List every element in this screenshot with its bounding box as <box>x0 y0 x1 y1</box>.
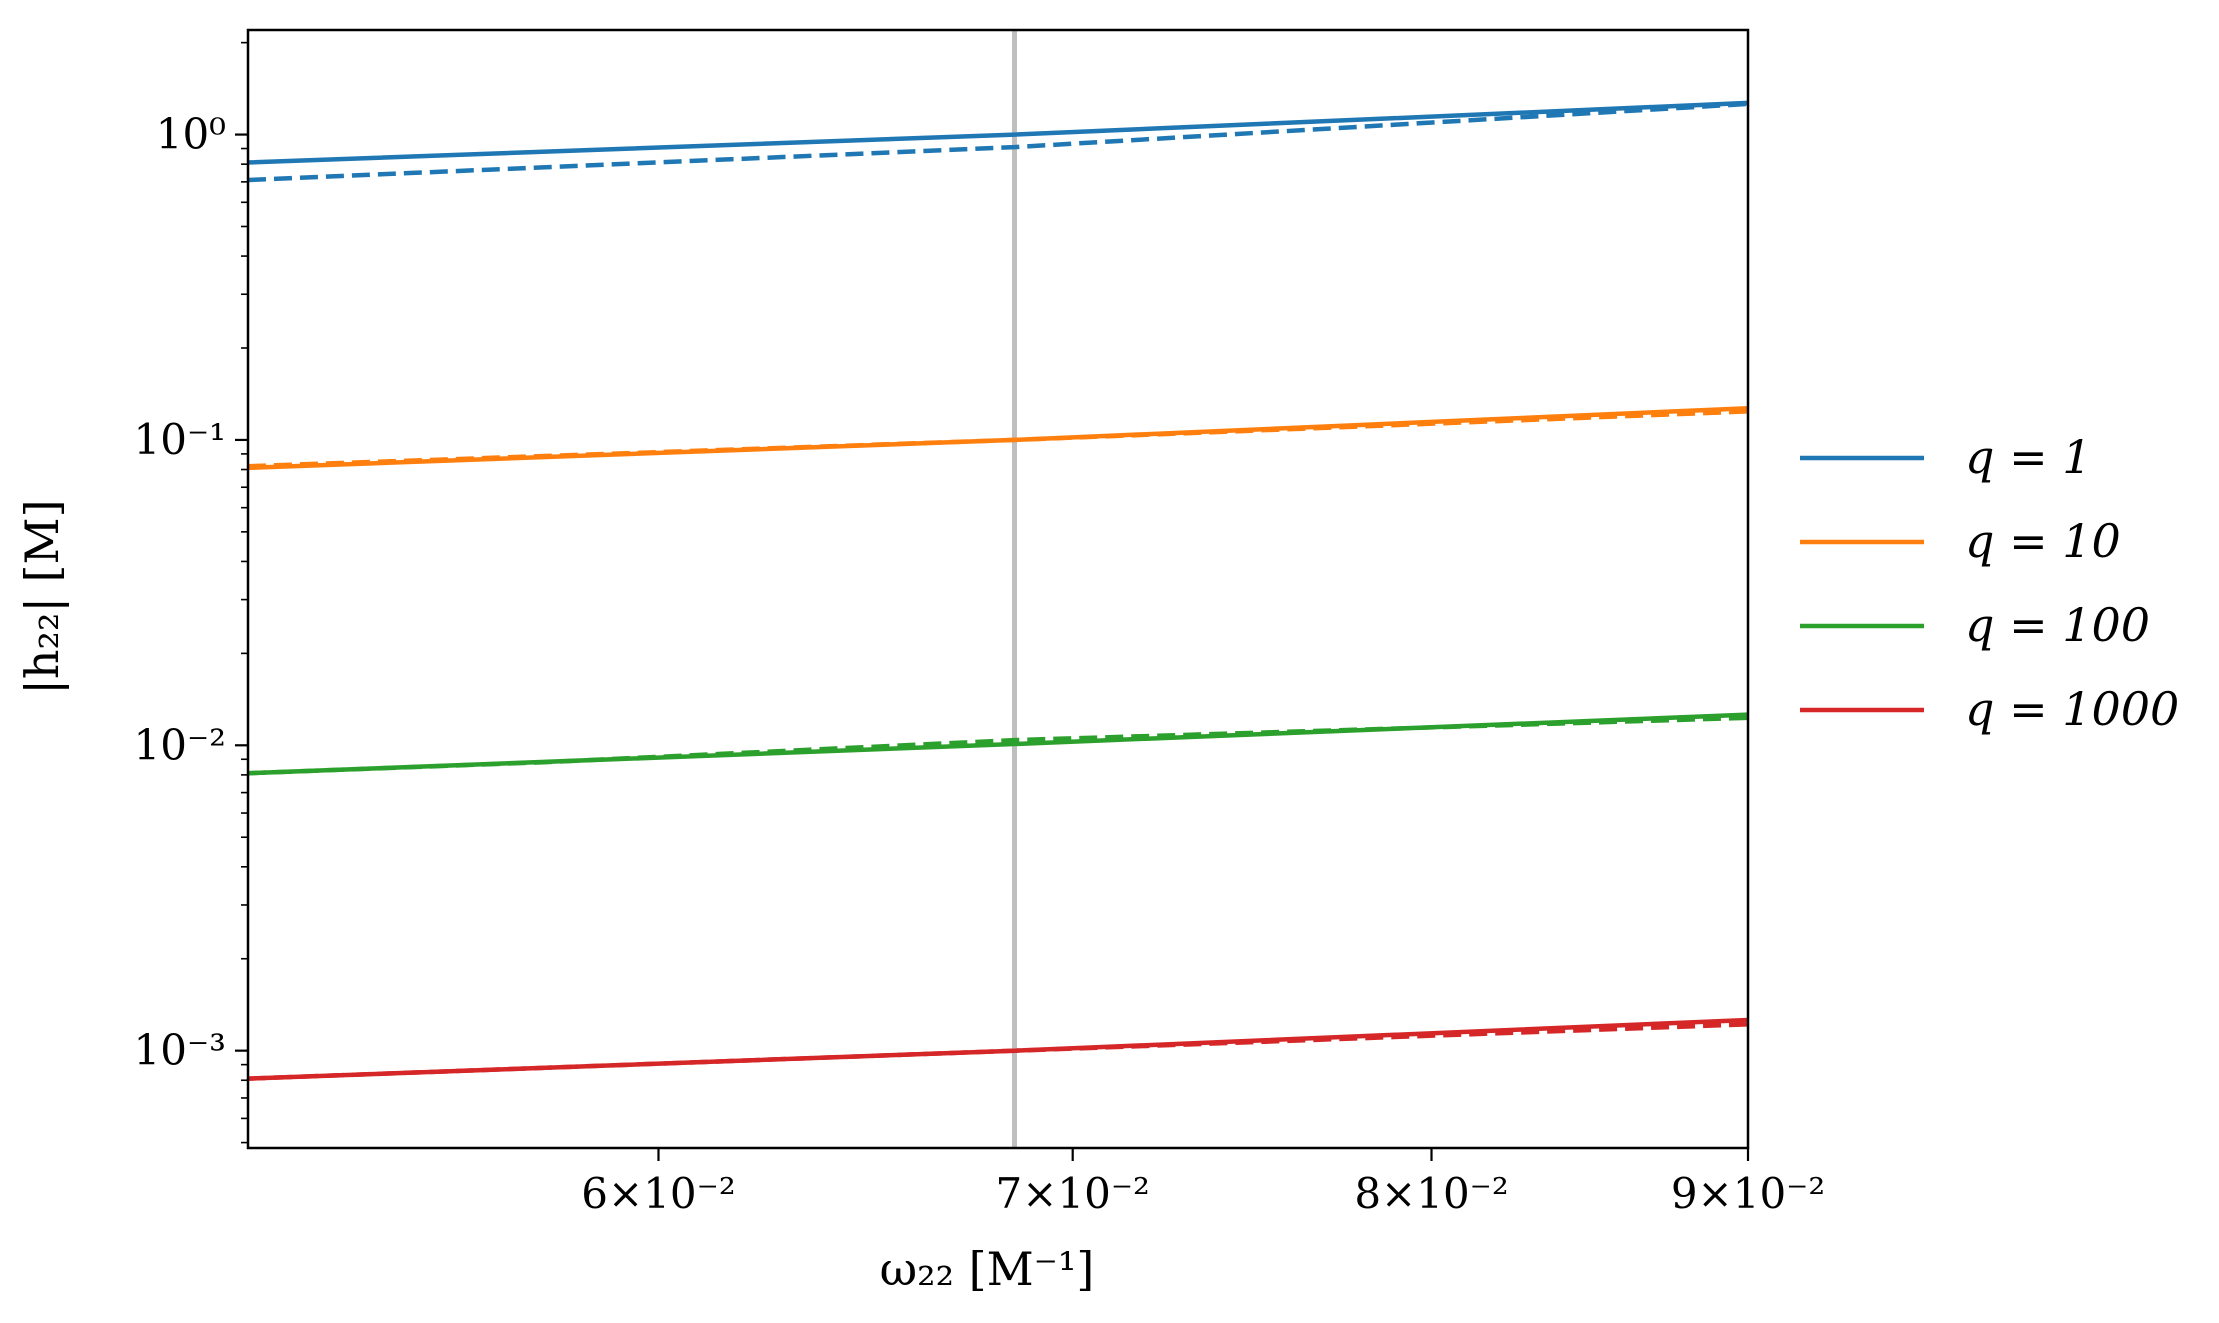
plot-area <box>246 28 1750 1150</box>
y-axis-title: |h₂₂| [M] <box>15 499 69 694</box>
y-axis: 10⁰ 10⁻¹ 10⁻² 10⁻³ <box>134 41 248 1144</box>
series-line-6-dashed <box>247 715 1749 776</box>
legend-label: q = 1 <box>1965 430 2092 484</box>
y-tick-label: 10⁰ <box>156 110 226 159</box>
x-axis-title: ω₂₂ [M⁻¹] <box>880 1242 1095 1296</box>
series-line-2-dashed <box>247 101 1749 183</box>
x-tick-label: 6×10⁻² <box>581 1169 735 1218</box>
series-line-8-dashed <box>247 1022 1749 1081</box>
legend-label: q = 100 <box>1965 598 2150 652</box>
x-tick-label: 9×10⁻² <box>1671 1169 1825 1218</box>
legend: q = 1 q = 10 q = 100 q = 1000 <box>1800 430 2179 736</box>
legend-label: q = 10 <box>1965 514 2121 568</box>
x-tick-label: 7×10⁻² <box>996 1169 1150 1218</box>
legend-label: q = 1000 <box>1965 682 2179 736</box>
series-line-4-dashed <box>247 409 1749 469</box>
y-tick-label: 10⁻² <box>134 720 226 769</box>
series-line-1-solid <box>247 100 1749 165</box>
x-tick-label: 8×10⁻² <box>1354 1169 1508 1218</box>
x-axis: 6×10⁻² 7×10⁻² 8×10⁻² 9×10⁻² <box>581 1148 1825 1218</box>
y-tick-label: 10⁻¹ <box>134 415 226 464</box>
y-tick-label: 10⁻³ <box>134 1026 226 1075</box>
plot-frame <box>246 28 1750 1150</box>
